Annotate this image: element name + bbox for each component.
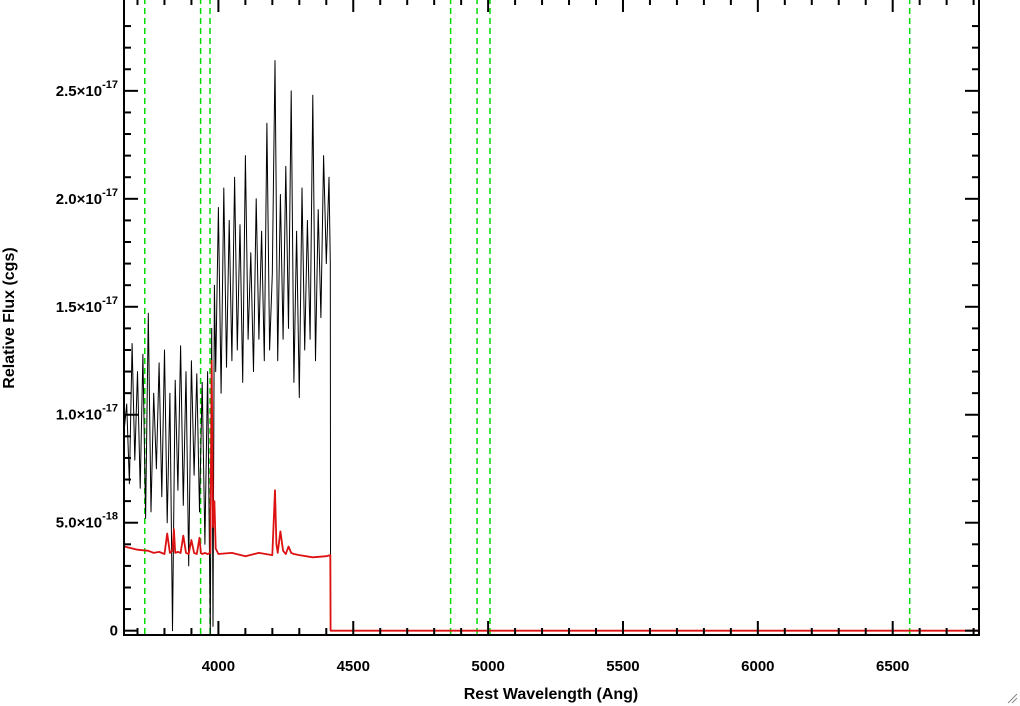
y-tick-label: 2.0×10-17 bbox=[56, 187, 118, 208]
y-tick-label: 1.5×10-17 bbox=[56, 295, 118, 316]
x-tick-label: 6000 bbox=[741, 658, 774, 675]
x-tick-label: 6500 bbox=[876, 658, 909, 675]
plot-frame bbox=[123, 0, 980, 636]
x-axis: 4000 4500 5000 5500 6000 6500 bbox=[136, 0, 975, 675]
x-axis-title: Rest Wavelength (Ang) bbox=[464, 686, 639, 703]
y-axis: 0 5.0×10-18 1.0×10-17 1.5×10-17 2.0×10-17 2.5… bbox=[56, 25, 979, 640]
x-tick-label: 5500 bbox=[606, 658, 639, 675]
x-tick-label: 4500 bbox=[337, 658, 370, 675]
y-tick-label: 5.0×10-18 bbox=[56, 511, 118, 532]
y-tick-label: 0 bbox=[110, 623, 118, 640]
model-line bbox=[124, 359, 979, 632]
series-layer bbox=[124, 60, 979, 636]
spectrum-line bbox=[124, 60, 979, 636]
y-tick-label: 1.0×10-17 bbox=[56, 403, 118, 424]
y-axis-title: Relative Flux (cgs) bbox=[1, 247, 18, 388]
x-tick-label: 4000 bbox=[202, 658, 235, 675]
resize-grip-icon[interactable] bbox=[1006, 692, 1018, 704]
y-tick-label: 2.5×10-17 bbox=[56, 79, 118, 100]
x-tick-label: 5000 bbox=[471, 658, 504, 675]
